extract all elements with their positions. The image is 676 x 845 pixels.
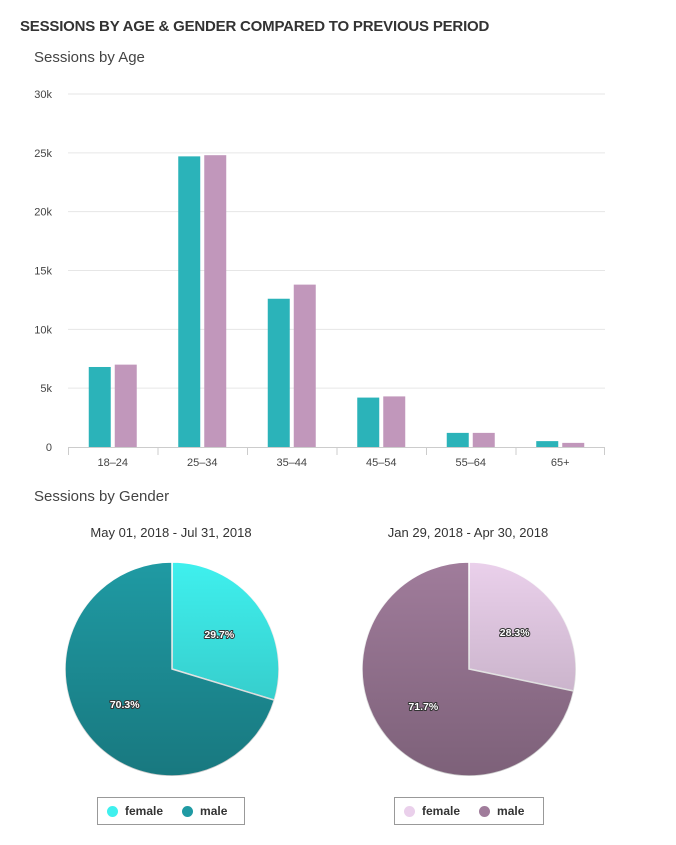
legend-label-male: male [200,804,228,818]
y-tick-label: 25k [34,148,52,160]
pie-value-label: 70.3% [110,699,140,711]
bar-current [178,156,201,447]
legend-item-female[interactable]: female [107,804,163,818]
sessions-by-age-chart: 0 5k 10k 15k 20k 25k 30k 18–24 25–34 35–44 45–54 55… [34,89,605,469]
bar-previous [204,155,227,447]
x-tick-label: 35–44 [276,457,307,469]
y-tick-label: 0 [46,442,52,454]
legend-swatch-female [404,805,415,817]
legend-swatch-female [107,805,118,817]
x-tick-label: 25–34 [187,457,218,469]
legend-item-male[interactable]: male [479,804,524,818]
legend-swatch-male [182,805,194,817]
report-title: SESSIONS BY AGE & GENDER COMPARED TO PRE… [20,18,490,35]
legend-item-female[interactable]: female [404,804,460,818]
x-tick-label: 18–24 [97,457,128,469]
x-tick-label: 45–54 [366,457,397,469]
x-tick-label: 65+ [551,457,570,469]
legend-label-female: female [125,804,164,818]
bar-current [357,397,380,447]
age-chart-title: Sessions by Age [34,49,145,66]
pie-value-label: 28.3% [500,627,530,639]
gender-pie-previous: 28.3% 71.7% [361,561,577,777]
legend-swatch-male [479,805,491,817]
y-tick-label: 5k [40,383,52,395]
pie-current-period-label: May 01, 2018 - Jul 31, 2018 [90,525,252,540]
legend-item-male[interactable]: male [182,804,227,818]
y-tick-label: 30k [34,89,52,101]
pie-previous-period-label: Jan 29, 2018 - Apr 30, 2018 [387,525,549,540]
bar-previous [472,432,495,447]
bar-previous [562,442,585,447]
legend-label-male: male [497,804,525,818]
bar-current [446,432,469,447]
legend-label-female: female [422,804,461,818]
y-tick-label: 20k [34,207,52,219]
y-tick-label: 10k [34,324,52,336]
pie-current-legend: female male [97,797,245,825]
gender-pie-current: 29.7% 70.3% [64,561,280,777]
y-tick-label: 15k [34,266,52,278]
gender-chart-title: Sessions by Gender [34,488,170,505]
bar-previous [293,284,316,447]
bar-current [267,298,290,447]
pie-value-label: 29.7% [204,629,234,641]
bar-previous [114,364,137,447]
x-tick-label: 55–64 [455,457,486,469]
pie-value-label: 71.7% [408,701,438,713]
bar-current [536,441,559,447]
bar-previous [383,396,406,447]
bar-current [88,366,111,447]
pie-previous-legend: female male [394,797,544,825]
